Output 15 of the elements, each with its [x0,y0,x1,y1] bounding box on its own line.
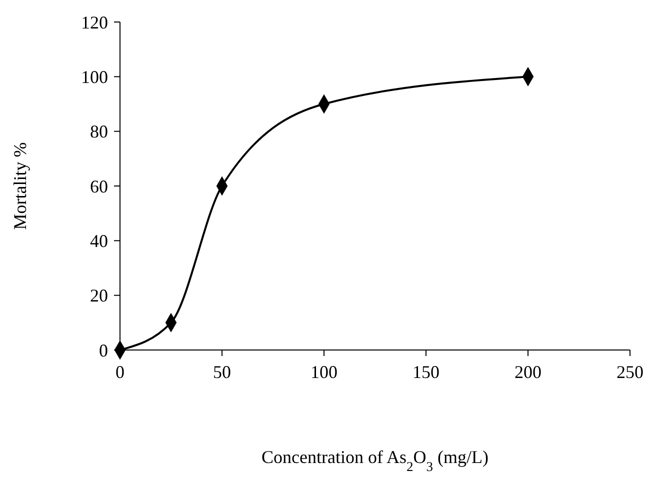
y-tick-label: 40 [90,230,108,251]
x-tick-label: 100 [310,362,338,382]
y-tick-label: 60 [90,176,108,196]
x-tick-label: 50 [213,362,231,382]
x-tick-label: 200 [514,362,542,382]
x-axis-title: Concentration of As$_{2}$O$_{3}$ (mg/L) [262,447,488,474]
x-tick-label: 250 [616,362,644,382]
y-tick-label: 120 [81,12,108,32]
y-tick-label: 0 [99,340,108,360]
y-tick-label: 80 [90,122,108,142]
y-axis-title: Mortality % [10,142,30,230]
y-tick-label: 100 [81,66,108,87]
y-tick-label: 20 [90,286,108,306]
x-tick-label: 150 [412,362,440,382]
x-tick-label: 0 [116,362,124,382]
